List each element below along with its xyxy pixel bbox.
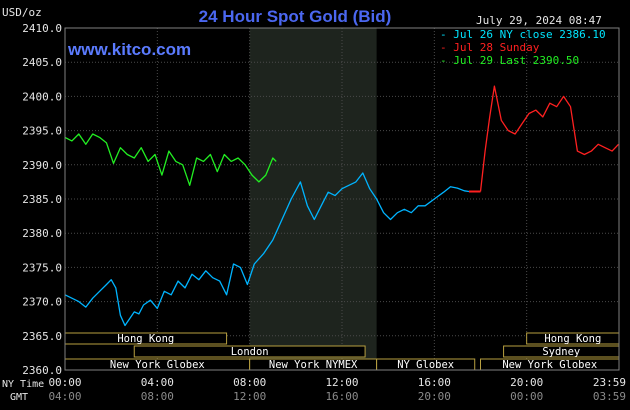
x-tick-label-gmt: 04:00 [48, 390, 81, 403]
x-tick-label-gmt: 00:00 [510, 390, 543, 403]
session-bars: Hong Kong London New York Globex New York N… [64, 332, 620, 371]
session-label: NY Globex [397, 359, 454, 371]
legend-entry: - Jul 26 NY close 2386.10 [440, 28, 606, 41]
y-tick-label: 2390.0 [22, 159, 62, 172]
series-line [64, 172, 470, 327]
session-bar [133, 345, 366, 358]
x-tick-label-ny: 08:00 [233, 376, 266, 389]
x-tick-label-ny: 04:00 [141, 376, 174, 389]
x-tick-label-ny: 12:00 [325, 376, 358, 389]
session-label: Sydney [542, 346, 580, 358]
y-tick-label: 2360.0 [22, 364, 62, 377]
shaded-region-rect [249, 28, 377, 370]
kitco-watermark: www.kitco.com [67, 40, 191, 59]
x-tick-label-ny: 23:59 [593, 376, 626, 389]
legend-entry: - Jul 29 Last 2390.50 [440, 54, 579, 67]
y-tick-label: 2385.0 [22, 193, 62, 206]
x-row1-label: NY Time [2, 379, 44, 390]
price-lines [64, 85, 619, 327]
x-tick-label-gmt: 16:00 [325, 390, 358, 403]
x-tick-label-ny: 16:00 [418, 376, 451, 389]
shaded-region [249, 28, 377, 370]
legend-entry: - Jul 28 Sunday [440, 41, 540, 54]
y-unit-label: USD/oz [2, 6, 42, 19]
x-tick-label-gmt: 20:00 [418, 390, 451, 403]
y-tick-label: 2375.0 [22, 261, 62, 274]
series-line [479, 85, 619, 192]
x-row2-label: GMT [10, 392, 28, 403]
x-tick-label-ny: 00:00 [48, 376, 81, 389]
legend: - Jul 26 NY close 2386.10- Jul 28 Sunday… [440, 28, 606, 67]
session-label: Hong Kong [117, 333, 174, 345]
chart-title: 24 Hour Spot Gold (Bid) [199, 7, 392, 26]
session-label: Hong Kong [544, 333, 601, 345]
x-tick-label-gmt: 03:59 [593, 390, 626, 403]
timestamp: July 29, 2024 08:47 [476, 14, 602, 27]
y-tick-label: 2405.0 [22, 56, 62, 69]
y-tick-label: 2400.0 [22, 90, 62, 103]
session-label: New York Globex [110, 359, 205, 371]
session-label: London [231, 346, 269, 358]
series-line [64, 133, 277, 186]
x-tick-label-ny: 20:00 [510, 376, 543, 389]
x-tick-label-gmt: 12:00 [233, 390, 266, 403]
session-label: New York Globex [502, 359, 597, 371]
x-tick-labels: 00:0004:0004:0008:0008:0012:0012:0016:00… [48, 376, 626, 403]
y-tick-label: 2410.0 [22, 22, 62, 35]
plot-border [64, 27, 620, 371]
session-label: New York NYMEX [269, 359, 358, 371]
y-tick-label: 2365.0 [22, 330, 62, 343]
y-tick-label: 2370.0 [22, 296, 62, 309]
x-tick-label-gmt: 08:00 [141, 390, 174, 403]
y-tick-label: 2395.0 [22, 125, 62, 138]
y-tick-label: 2380.0 [22, 227, 62, 240]
y-tick-labels: 2410.0 2405.0 2400.0 2395.0 2390.0 2385.0 2380… [22, 22, 62, 377]
